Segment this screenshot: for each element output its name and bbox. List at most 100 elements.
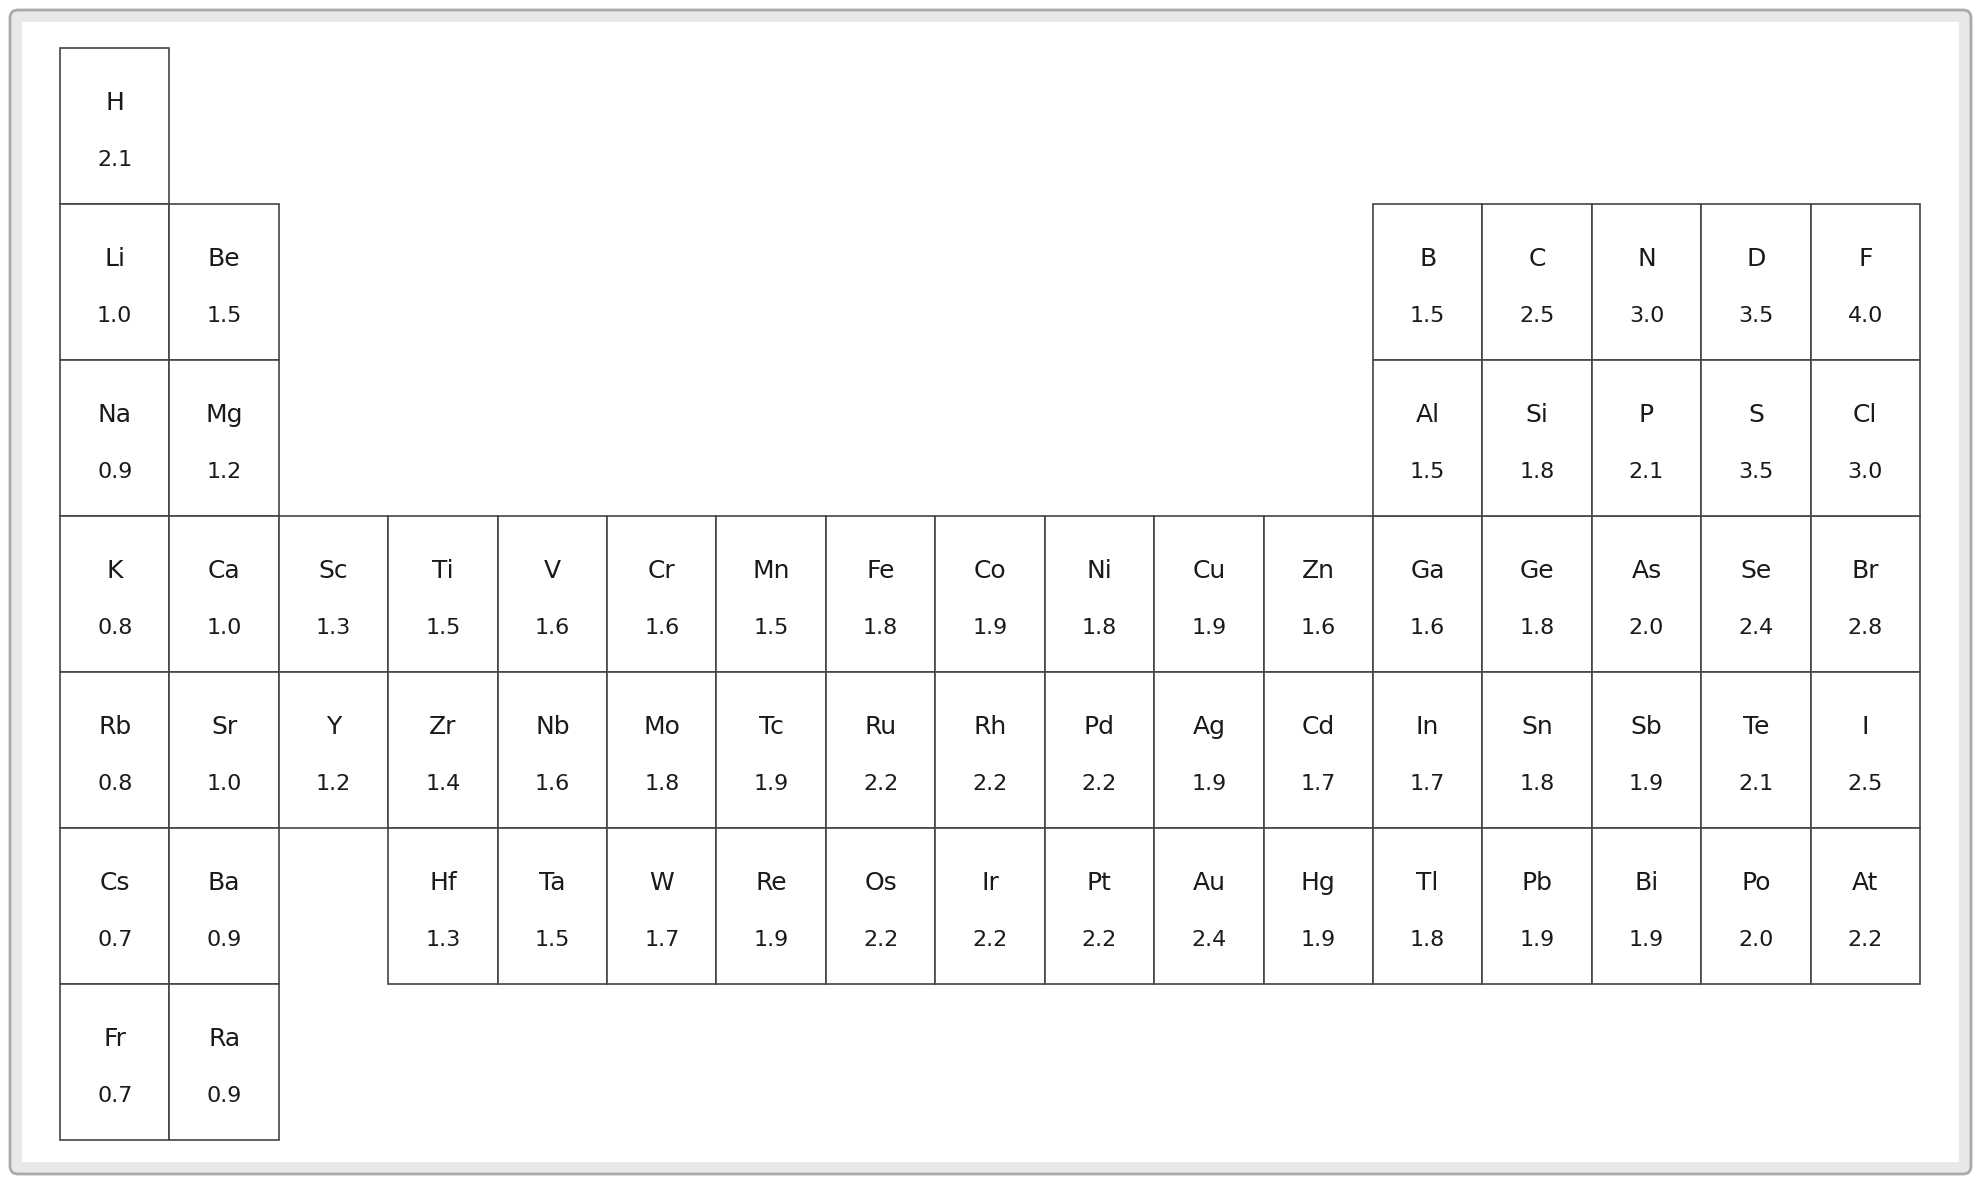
Text: 1.9: 1.9 (1190, 774, 1226, 794)
Text: 1.9: 1.9 (1628, 931, 1663, 951)
Text: 1.8: 1.8 (863, 618, 897, 638)
Text: Ge: Ge (1519, 559, 1554, 583)
Bar (1810, 516, 1919, 673)
Text: 0.7: 0.7 (97, 931, 133, 951)
Bar (717, 828, 826, 984)
Bar (388, 516, 497, 673)
Bar (1701, 673, 1810, 828)
Text: Sn: Sn (1521, 715, 1552, 739)
Text: 2.4: 2.4 (1190, 931, 1226, 951)
Text: Li: Li (105, 246, 125, 271)
Bar (497, 673, 606, 828)
Bar (59, 360, 170, 516)
Text: 1.0: 1.0 (97, 307, 133, 327)
Text: Tl: Tl (1416, 870, 1437, 895)
Text: Fr: Fr (103, 1027, 127, 1050)
Bar (279, 673, 388, 828)
Text: In: In (1416, 715, 1439, 739)
Text: Cd: Cd (1301, 715, 1335, 739)
Text: Ag: Ag (1192, 715, 1226, 739)
Text: 1.6: 1.6 (644, 618, 679, 638)
Bar (1154, 828, 1263, 984)
Text: D: D (1744, 246, 1764, 271)
Bar (59, 673, 170, 828)
Text: 2.2: 2.2 (863, 774, 897, 794)
Bar (1481, 673, 1592, 828)
Text: Fe: Fe (865, 559, 895, 583)
Text: 1.5: 1.5 (1410, 307, 1445, 327)
Text: C: C (1529, 246, 1544, 271)
Text: 1.6: 1.6 (1301, 618, 1335, 638)
Text: 0.7: 0.7 (97, 1087, 133, 1106)
Bar (1481, 516, 1592, 673)
Text: Ti: Ti (432, 559, 453, 583)
Text: Ga: Ga (1410, 559, 1443, 583)
Text: Re: Re (754, 870, 786, 895)
Bar (606, 828, 717, 984)
Bar (388, 673, 497, 828)
Text: 2.2: 2.2 (972, 931, 1008, 951)
Text: 1.2: 1.2 (206, 462, 242, 482)
Text: 1.7: 1.7 (1301, 774, 1335, 794)
Bar (1043, 673, 1154, 828)
Text: As: As (1630, 559, 1661, 583)
Bar (1372, 673, 1481, 828)
Text: Hf: Hf (430, 870, 457, 895)
Text: 1.0: 1.0 (206, 618, 242, 638)
Bar (1154, 673, 1263, 828)
Text: 1.9: 1.9 (972, 618, 1008, 638)
Text: 1.8: 1.8 (1081, 618, 1117, 638)
Text: 0.8: 0.8 (97, 774, 133, 794)
Bar (1372, 516, 1481, 673)
Text: 1.7: 1.7 (1410, 774, 1445, 794)
Text: Br: Br (1851, 559, 1879, 583)
Text: 2.1: 2.1 (97, 150, 133, 170)
Bar (388, 828, 497, 984)
Bar (170, 360, 279, 516)
Bar (1701, 360, 1810, 516)
FancyBboxPatch shape (10, 9, 1970, 1175)
Text: Ca: Ca (208, 559, 240, 583)
Text: Mn: Mn (752, 559, 790, 583)
Text: 2.2: 2.2 (1847, 931, 1881, 951)
Bar (1701, 828, 1810, 984)
Text: 1.3: 1.3 (315, 618, 350, 638)
Text: Y: Y (327, 715, 341, 739)
Bar (170, 673, 279, 828)
Text: Se: Se (1738, 559, 1770, 583)
Text: 2.2: 2.2 (1081, 931, 1117, 951)
Text: 1.8: 1.8 (1410, 931, 1445, 951)
Bar (1701, 204, 1810, 360)
Text: I: I (1861, 715, 1867, 739)
Text: 0.9: 0.9 (206, 931, 242, 951)
Bar (1481, 360, 1592, 516)
Bar (1481, 828, 1592, 984)
Text: Cs: Cs (99, 870, 131, 895)
Text: Zn: Zn (1301, 559, 1335, 583)
Text: 1.9: 1.9 (1301, 931, 1335, 951)
Text: Zr: Zr (430, 715, 457, 739)
Bar (59, 49, 170, 204)
Bar (1592, 828, 1701, 984)
Text: 2.1: 2.1 (1628, 462, 1663, 482)
Text: 1.6: 1.6 (535, 774, 570, 794)
Text: 1.8: 1.8 (1519, 618, 1554, 638)
Bar (1372, 204, 1481, 360)
Text: Be: Be (208, 246, 240, 271)
Bar (1810, 673, 1919, 828)
Bar (1810, 828, 1919, 984)
Text: 2.0: 2.0 (1628, 618, 1663, 638)
Bar (717, 516, 826, 673)
Text: S: S (1746, 403, 1762, 426)
Text: Si: Si (1525, 403, 1548, 426)
Text: 1.5: 1.5 (1410, 462, 1445, 482)
Bar (1372, 360, 1481, 516)
Text: 1.2: 1.2 (315, 774, 350, 794)
Text: Ra: Ra (208, 1027, 240, 1050)
Text: H: H (105, 91, 125, 115)
Bar (1043, 516, 1154, 673)
Text: W: W (649, 870, 673, 895)
Bar (1154, 516, 1263, 673)
Text: 1.3: 1.3 (426, 931, 459, 951)
Bar (1592, 673, 1701, 828)
